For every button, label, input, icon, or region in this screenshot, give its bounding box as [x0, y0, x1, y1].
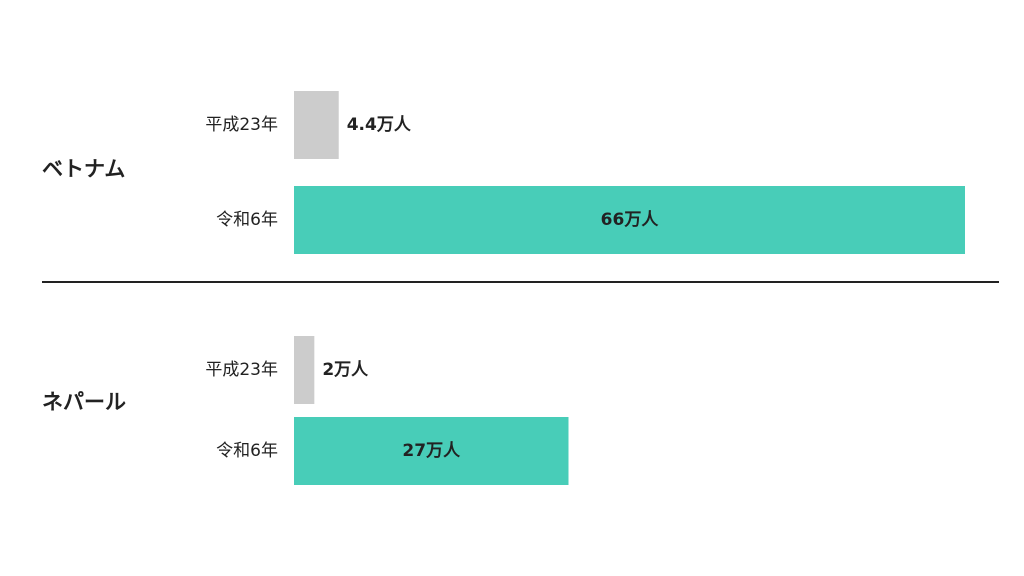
value-label: 66万人 — [601, 210, 660, 230]
bar — [294, 336, 315, 404]
group-label: ネパール — [42, 390, 126, 414]
bar — [294, 91, 339, 159]
bar — [294, 417, 569, 485]
value-label: 27万人 — [402, 441, 461, 461]
group-label: ベトナム — [42, 157, 125, 181]
category-label: 平成23年 — [205, 115, 278, 135]
category-label: 令和6年 — [216, 210, 278, 230]
category-label: 令和6年 — [216, 441, 278, 461]
bar — [294, 186, 965, 254]
value-label: 4.4万人 — [347, 115, 412, 135]
value-label: 2万人 — [322, 360, 369, 380]
category-label: 平成23年 — [205, 360, 278, 380]
